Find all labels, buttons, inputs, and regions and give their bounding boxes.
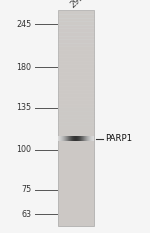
Bar (58, 57, 94, 61)
Bar (58, 107, 94, 111)
Bar (58, 186, 94, 190)
Bar (58, 18, 94, 21)
Bar (58, 43, 94, 46)
Bar (58, 133, 94, 136)
Bar (58, 61, 94, 64)
Text: 180: 180 (16, 63, 32, 72)
Bar (58, 10, 94, 226)
Bar (58, 190, 94, 194)
Bar (58, 161, 94, 165)
Bar (58, 143, 94, 147)
Bar (58, 154, 94, 158)
Bar (58, 194, 94, 197)
Bar (58, 75, 94, 79)
Bar (58, 32, 94, 36)
Bar (58, 100, 94, 104)
Text: 293T: 293T (69, 0, 90, 9)
Bar (58, 147, 94, 151)
Bar (58, 54, 94, 57)
Text: 135: 135 (16, 103, 32, 112)
Text: 63: 63 (21, 210, 32, 219)
Bar (58, 179, 94, 183)
Bar (58, 115, 94, 118)
Bar (58, 219, 94, 223)
Bar (58, 72, 94, 75)
Bar (58, 165, 94, 168)
Bar (58, 14, 94, 18)
Bar (58, 25, 94, 28)
Bar (58, 93, 94, 97)
Bar (58, 64, 94, 68)
Bar (58, 122, 94, 125)
Bar (58, 104, 94, 107)
Bar (58, 212, 94, 215)
Bar (58, 158, 94, 161)
Bar (58, 208, 94, 212)
Bar (58, 140, 94, 143)
Bar (58, 176, 94, 179)
Text: 245: 245 (16, 20, 32, 29)
Bar (58, 172, 94, 176)
Bar (58, 197, 94, 201)
Bar (58, 46, 94, 50)
Bar (58, 136, 94, 140)
Text: PARP1: PARP1 (105, 134, 132, 143)
Bar (58, 205, 94, 208)
Bar (58, 86, 94, 89)
Text: 100: 100 (16, 145, 32, 154)
Bar (58, 223, 94, 226)
Bar (58, 111, 94, 115)
Bar (58, 151, 94, 154)
Bar (58, 168, 94, 172)
Bar (58, 201, 94, 205)
Bar (58, 21, 94, 25)
Bar (58, 183, 94, 186)
Bar (58, 215, 94, 219)
Text: 75: 75 (21, 185, 32, 195)
Bar (58, 97, 94, 100)
Bar (58, 10, 94, 14)
Bar (58, 129, 94, 133)
Bar (58, 79, 94, 82)
Bar (58, 36, 94, 39)
Bar (58, 68, 94, 72)
Bar (58, 125, 94, 129)
Bar (58, 28, 94, 32)
Bar (58, 50, 94, 54)
Bar (58, 39, 94, 43)
Bar (58, 82, 94, 86)
Bar (58, 89, 94, 93)
Bar (58, 118, 94, 122)
